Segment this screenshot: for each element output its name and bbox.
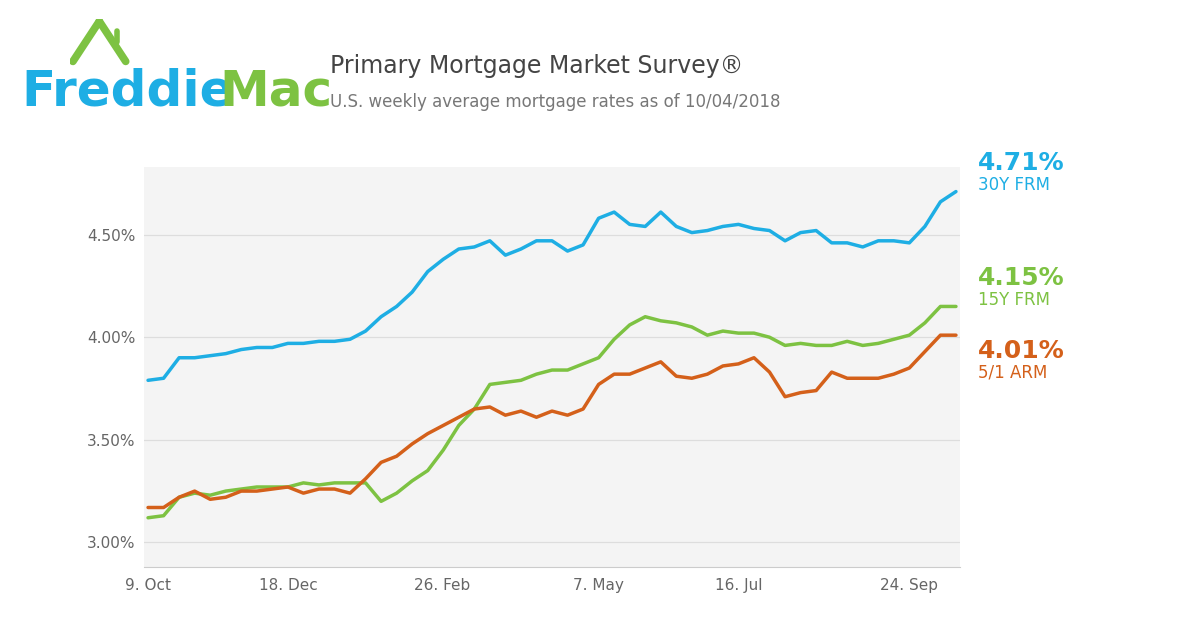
Text: Mac: Mac [220, 67, 332, 115]
Text: 15Y FRM: 15Y FRM [978, 291, 1050, 309]
Text: 4.71%: 4.71% [978, 151, 1064, 175]
Text: 30Y FRM: 30Y FRM [978, 176, 1050, 194]
Text: 5/1 ARM: 5/1 ARM [978, 364, 1048, 382]
Text: 4.01%: 4.01% [978, 339, 1064, 363]
Text: Primary Mortgage Market Survey®: Primary Mortgage Market Survey® [330, 54, 743, 78]
Text: Freddie: Freddie [22, 67, 234, 115]
Text: 4.15%: 4.15% [978, 266, 1064, 290]
Text: U.S. weekly average mortgage rates as of 10/04/2018: U.S. weekly average mortgage rates as of… [330, 93, 780, 111]
